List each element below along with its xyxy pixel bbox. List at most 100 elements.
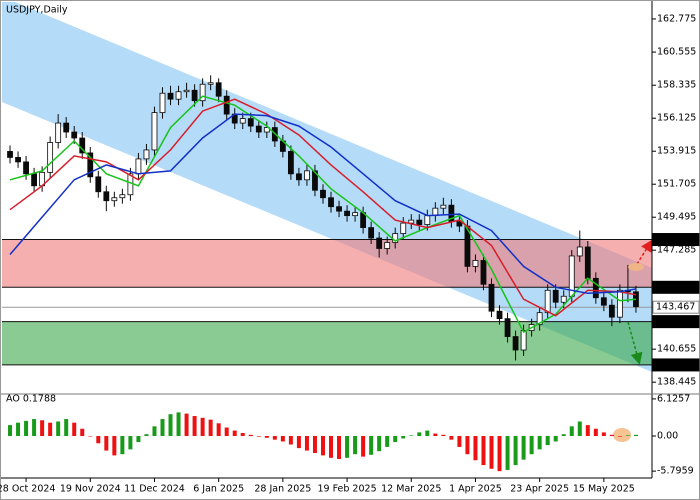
candle-body: [456, 221, 463, 227]
candle-body: [368, 227, 375, 239]
candle-body: [600, 297, 607, 306]
oscillator: [8, 412, 638, 472]
oscillator-bar: [56, 421, 61, 437]
oscillator-bar: [545, 436, 550, 446]
oscillator-bar: [609, 434, 614, 437]
oscillator-bar: [481, 436, 486, 466]
oscillator-bar: [112, 436, 117, 456]
candle-body: [95, 176, 102, 193]
y-tick-label: 138.445: [657, 377, 696, 388]
oscillator-bar: [304, 436, 309, 451]
candle-body: [191, 89, 198, 102]
candle-body: [87, 152, 94, 178]
oscillator-bar: [224, 427, 229, 437]
oscillator-bar: [489, 436, 494, 469]
candle-body: [384, 242, 391, 249]
oscillator-bar: [80, 428, 85, 437]
oscillator-bar: [272, 436, 277, 440]
x-tick-label: 15 May 2025: [573, 484, 635, 495]
oscillator-bar: [617, 436, 622, 437]
y-tick-label: 158.335: [657, 80, 696, 91]
down-arrow: [627, 321, 643, 365]
candle-body: [296, 173, 302, 181]
level-label-box: [652, 280, 700, 294]
oscillator-bar: [457, 436, 462, 447]
candle-body: [312, 170, 318, 191]
level-label: 148.000: [656, 234, 695, 245]
y-tick-label: 140.655: [657, 344, 696, 355]
candle-body: [119, 194, 126, 199]
oscillator-bar: [353, 436, 358, 455]
oscillator-bar: [184, 413, 189, 437]
oscillator-bar: [585, 425, 590, 437]
candle-body: [31, 173, 37, 187]
moving-averages: [9, 95, 637, 334]
oscillator-bar: [369, 436, 374, 455]
candle-body: [408, 219, 415, 224]
oscillator-bar: [96, 436, 101, 444]
candle-body: [175, 91, 182, 100]
oscillator-bar: [192, 416, 197, 437]
zones: [2, 239, 652, 366]
oscillator-bar: [625, 435, 630, 437]
oscillator-bar: [288, 436, 293, 445]
oscillator-bar: [577, 421, 582, 437]
oscillator-bar: [417, 432, 422, 437]
x-tick-label: 11 Dec 2024: [124, 484, 185, 495]
candle-body: [207, 82, 214, 85]
candle-body: [159, 92, 166, 114]
oscillator-bar: [232, 430, 237, 437]
level-label: 143.467: [656, 302, 695, 313]
oscillator-bar: [32, 419, 37, 437]
y-tick-label: 162.775: [657, 13, 696, 24]
oscillator-bar: [64, 419, 69, 437]
candle-body: [15, 157, 21, 163]
candle-body: [592, 277, 599, 299]
candle-body: [560, 295, 567, 303]
candle-body: [376, 237, 383, 249]
candle-body: [103, 191, 110, 202]
level-label-box: [652, 315, 700, 329]
oscillator-bar: [521, 436, 526, 460]
oscillator-bar: [120, 436, 125, 455]
candle-body: [263, 127, 270, 133]
price-highlight: [628, 263, 644, 271]
oscillator-bar: [40, 420, 45, 437]
candle-body: [352, 212, 358, 217]
candle-body: [617, 289, 623, 318]
oscillator-bar: [296, 436, 301, 449]
oscillator-bar: [104, 436, 109, 451]
labels: USDJPY,Daily AO 0.1788 162.775 160.555 158…: [0, 5, 700, 495]
oscillator-bar: [208, 419, 213, 437]
level-label: 139.600: [656, 359, 695, 370]
oscillator-bar: [425, 430, 430, 437]
level-label: 144.800: [656, 282, 695, 293]
level-label-box: [652, 300, 700, 314]
oscillator-bar: [433, 433, 438, 437]
oscillator-bar: [48, 422, 53, 437]
candle-body: [336, 206, 342, 212]
oscillator-bar: [312, 436, 317, 453]
candle-body: [223, 95, 230, 115]
oscillator-bar: [72, 422, 77, 437]
x-tick-label: 23 Apr 2025: [510, 484, 569, 495]
oscillator-bar: [200, 417, 205, 437]
level-label-box: [652, 358, 700, 372]
y-tick-label: 147.285: [657, 245, 696, 256]
candle-body: [143, 149, 150, 160]
oscillator-bar: [144, 434, 149, 437]
candle-body: [7, 151, 13, 158]
candle-body: [536, 312, 543, 326]
oscillator-bar: [441, 434, 446, 437]
candle-body: [183, 89, 190, 93]
x-tick-label: 6 Jan 2025: [193, 484, 244, 495]
oscillator-bar: [216, 423, 221, 437]
oscillator-title: AO 0.1788: [6, 394, 56, 405]
candle-body: [287, 151, 294, 175]
y-tick-label: 151.705: [657, 179, 696, 190]
y-tick-label: 149.495: [657, 212, 696, 223]
oscillator-bar: [128, 436, 133, 450]
